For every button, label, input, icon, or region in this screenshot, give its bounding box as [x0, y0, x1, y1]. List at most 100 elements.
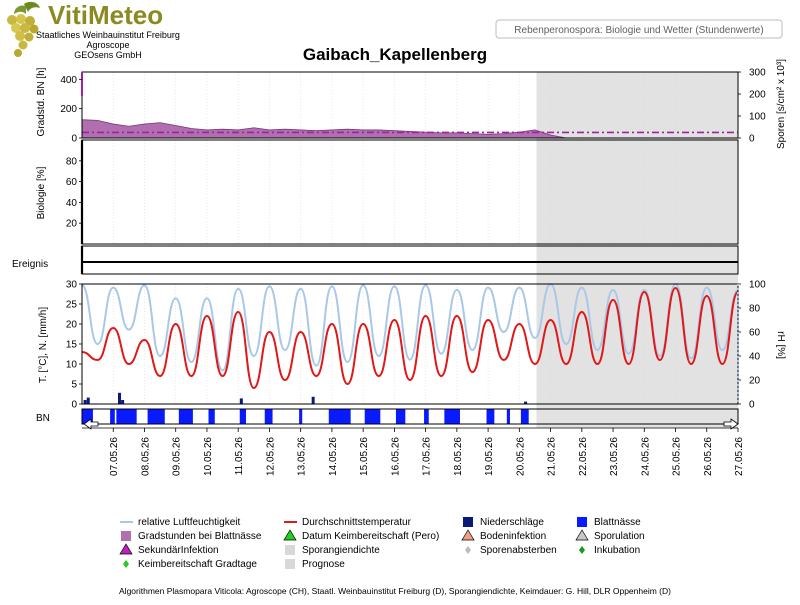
scroll-left-button[interactable]	[83, 418, 99, 430]
x-tick-label: 20.05.26	[515, 437, 526, 476]
y-tick-label: 0	[71, 134, 77, 145]
y-tick-label-right: 0	[749, 400, 755, 411]
report-title: Rebenperonospora: Biologie und Wetter (S…	[514, 25, 763, 36]
humidity-line	[81, 282, 739, 372]
leaf-wetness-bar	[395, 409, 406, 424]
y-tick-label: 20	[66, 219, 78, 230]
legend-label: Inkubation	[594, 545, 640, 556]
x-tick-label: 25.05.26	[672, 437, 683, 476]
legend-label: Prognose	[302, 559, 345, 570]
legend-swatch-diamond	[123, 560, 129, 568]
y-tick-label: 200	[60, 104, 77, 115]
x-tick-label: 27.05.26	[734, 437, 745, 476]
leaf-wetness-bar	[264, 409, 273, 424]
report-title-box: Rebenperonospora: Biologie und Wetter (S…	[495, 19, 783, 39]
x-tick-label: 15.05.26	[359, 437, 370, 476]
legend-swatch-square	[463, 517, 473, 527]
station-name: Gaibach_Kapellenberg	[303, 45, 487, 64]
x-tick-label: 22.05.26	[578, 437, 589, 476]
x-tick-label: 08.05.26	[140, 437, 151, 476]
legend-label: Datum Keimbereitschaft (Pero)	[302, 531, 439, 542]
leaf-wetness-bar	[364, 409, 381, 424]
y-axis-title-event: Ereignis	[12, 259, 48, 270]
panel-event	[80, 245, 739, 275]
panel-weather: 0 5 10 15 20 25 30 0 20 40 60 80 100	[66, 280, 766, 411]
arrow-right-icon	[723, 418, 739, 430]
y-axis-title-degree-hours: Gradstd. BN [h]	[36, 67, 47, 136]
leaf-wetness-bar	[444, 409, 460, 424]
precip-bar	[311, 396, 315, 404]
panel-frame	[81, 71, 739, 139]
org-line-2: Agroscope	[86, 40, 129, 50]
x-tick-label: 16.05.26	[390, 437, 401, 476]
y-tick-label: 40	[66, 198, 78, 209]
y-tick-label-right: 20	[749, 376, 761, 387]
leaf-wetness-bar	[147, 409, 165, 424]
x-tick-label: 10.05.26	[203, 437, 214, 476]
legend-label: SekundärInfektion	[138, 545, 219, 556]
legend-label: Niederschläge	[480, 517, 544, 528]
precip-bar	[86, 397, 90, 404]
leaf-wetness-bar	[110, 409, 115, 424]
legend-swatch-square	[121, 531, 131, 541]
leaf-wetness-bar	[299, 409, 303, 424]
legend-swatch-triangle	[461, 529, 475, 541]
y-tick-label: 5	[71, 380, 77, 391]
x-tick-label: 23.05.26	[609, 437, 620, 476]
y-tick-label: 20	[66, 320, 78, 331]
x-tick-label: 26.05.26	[703, 437, 714, 476]
legend-box	[112, 515, 662, 577]
leaf-wetness-bar	[82, 409, 93, 424]
legend-swatch-square	[285, 545, 295, 555]
vitimeteo-logo: VitiMeteo Staatliches Weinbauinstitut Fr…	[7, 0, 180, 60]
y-tick-label-right: 0	[749, 134, 755, 145]
org-line-1: Staatliches Weinbauinstitut Freiburg	[36, 30, 180, 40]
legend-swatch-triangle	[575, 529, 589, 541]
legend-label: Bodeninfektion	[480, 531, 546, 542]
x-tick-label: 24.05.26	[640, 437, 651, 476]
panel-frame	[81, 408, 739, 425]
y-tick-label: 25	[66, 300, 78, 311]
degree-hours-area	[81, 119, 567, 139]
legend-swatch-diamond	[579, 546, 585, 554]
leaf-wetness-bar	[178, 409, 193, 424]
legend-label: Sporangiendichte	[302, 545, 380, 556]
y-axis-title-spores: Sporen [s/cm² x 10³]	[776, 59, 787, 149]
x-tick-label: 18.05.26	[453, 437, 464, 476]
leaf-wetness-bar	[208, 409, 215, 424]
arrow-left-icon	[83, 418, 99, 430]
y-tick-label-right: 200	[749, 90, 766, 101]
leaf-wetness-bar	[328, 409, 351, 424]
x-tick-label: 09.05.26	[172, 437, 183, 476]
legend-label: Gradstunden bei Blattnässe	[138, 531, 262, 542]
brand-name: VitiMeteo	[48, 0, 163, 30]
x-tick-label: 17.05.26	[422, 437, 433, 476]
y-tick-label: 30	[66, 280, 78, 291]
y-axis-title-biology: Biologie [%]	[36, 166, 47, 219]
y-tick-label: 60	[66, 177, 78, 188]
footer-credits: Algorithmen Plasmopara Viticola: Agrosco…	[119, 586, 671, 596]
legend-label: Keimbereitschaft Gradtage	[138, 559, 257, 570]
y-axis-title-rh: rH [%]	[775, 331, 786, 359]
y-tick-label-right: 40	[749, 352, 761, 363]
leaf-wetness-bar	[486, 409, 495, 424]
scroll-right-button[interactable]	[723, 418, 739, 430]
y-tick-label: 80	[66, 156, 78, 167]
leaf-wetness-bar	[239, 409, 246, 424]
precip-bar	[117, 392, 121, 404]
y-axis-title-bn: BN	[36, 413, 50, 424]
panel-biology: 20 40 60 80	[66, 139, 739, 245]
y-axis-title-weather: T. [°C], N. [mm/h]	[38, 307, 49, 383]
panel-degree-hours: 0 200 400 0 100 200 300	[60, 68, 766, 145]
temperature-line	[81, 286, 739, 390]
leaf-wetness-bar	[424, 409, 429, 424]
x-tick-label: 12.05.26	[265, 437, 276, 476]
panel-leaf-wetness	[81, 408, 739, 425]
org-line-3: GEOsens GmbH	[74, 50, 142, 60]
legend: relative Luftfeuchtigkeit Durchschnittste…	[119, 517, 645, 570]
grape-logo-icon	[7, 1, 40, 57]
legend-label: Blattnässe	[594, 517, 641, 528]
legend-swatch-square	[577, 517, 587, 527]
legend-label: Sporulation	[594, 531, 645, 542]
